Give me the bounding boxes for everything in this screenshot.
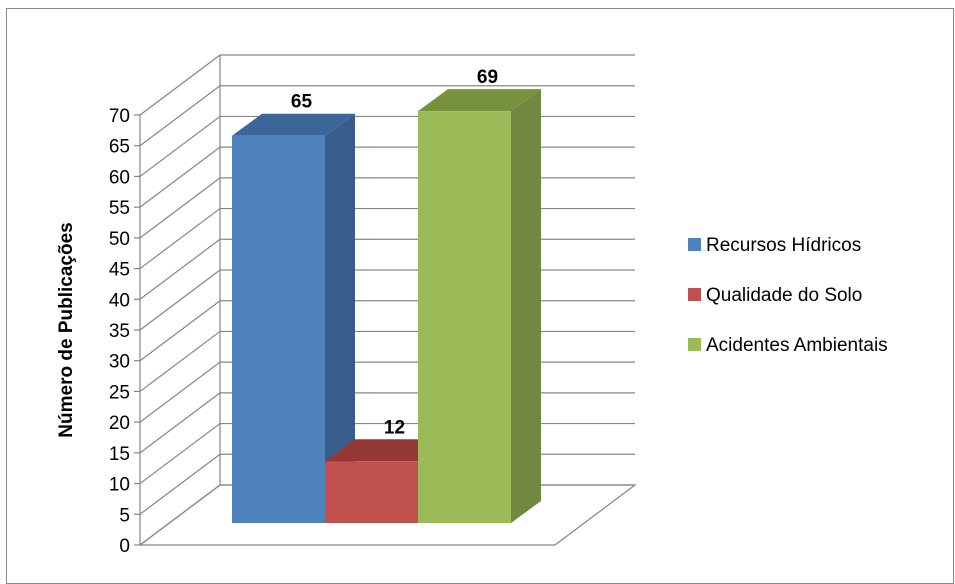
- y-tick-label: 40: [109, 290, 130, 311]
- gridline-side-10: [139, 423, 221, 485]
- gridline-side-15: [139, 392, 221, 454]
- gridline-side-20: [139, 361, 221, 423]
- y-tick-label: 70: [109, 106, 130, 127]
- y-tick-label: 15: [109, 444, 130, 465]
- gridline-side-65: [139, 85, 221, 147]
- gridline-side-35: [139, 269, 221, 331]
- y-tick-label: 35: [109, 321, 130, 342]
- gridline-side-55: [139, 146, 221, 208]
- bar-top-1: [325, 439, 448, 462]
- gridline-side-0: [139, 484, 221, 546]
- gridline-side-70: [139, 54, 221, 116]
- gridline-side-45: [139, 208, 221, 270]
- y-tick-label: 5: [119, 505, 130, 526]
- gridline-side-50: [139, 177, 221, 239]
- y-tick-label: 20: [109, 413, 130, 434]
- bar-1: [325, 461, 418, 523]
- y-tick-label: 65: [109, 137, 130, 158]
- gridline-side-60: [139, 115, 221, 177]
- bar-0: [232, 135, 325, 523]
- y-tick-label: 45: [109, 260, 130, 281]
- legend-label: Recursos Hídricos: [706, 235, 861, 256]
- data-label: 12: [384, 417, 405, 438]
- y-tick-label: 30: [109, 352, 130, 373]
- bar-side-2: [511, 89, 541, 524]
- gridline-side-40: [139, 238, 221, 300]
- y-tick-label: 55: [109, 198, 130, 219]
- bar-top-2: [418, 89, 541, 112]
- legend-swatch-0: [688, 238, 701, 251]
- y-tick-label: 25: [109, 382, 130, 403]
- legend-swatch-1: [688, 288, 701, 301]
- legend-label: Qualidade do Solo: [706, 285, 862, 306]
- bar-top-0: [232, 113, 355, 136]
- bar-side-0: [325, 113, 355, 523]
- gridline-side-25: [139, 330, 221, 392]
- y-tick-label: 0: [119, 536, 130, 557]
- y-tick-label: 60: [109, 167, 130, 188]
- data-label: 69: [477, 67, 498, 88]
- y-axis-label: Número de Publicações: [56, 222, 77, 437]
- gridline-side-30: [139, 300, 221, 362]
- gridline-side-5: [139, 453, 221, 515]
- y-tick-label: 10: [109, 475, 130, 496]
- legend-swatch-2: [688, 338, 701, 351]
- bar-2: [418, 111, 511, 524]
- y-tick-label: 50: [109, 229, 130, 250]
- data-label: 65: [291, 92, 313, 113]
- legend-label: Acidentes Ambientais: [706, 335, 888, 356]
